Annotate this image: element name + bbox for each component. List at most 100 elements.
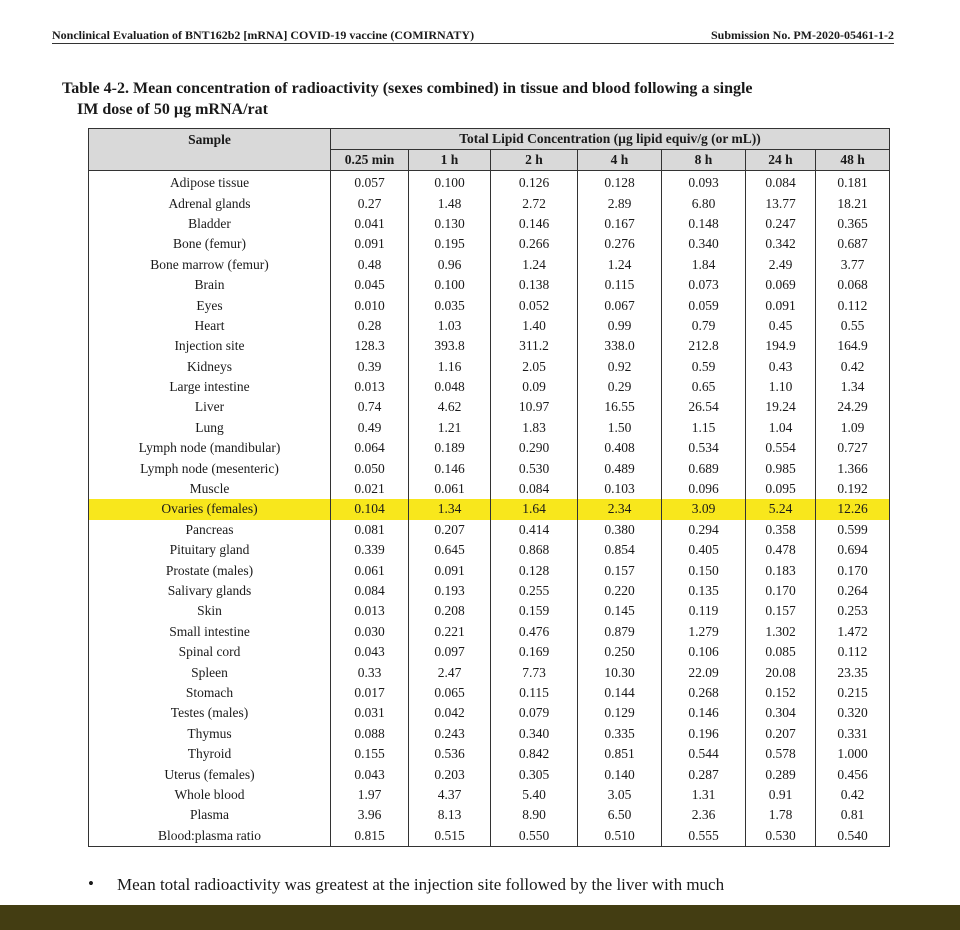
value-cell: 338.0 <box>577 336 662 357</box>
table-row: Ovaries (females) 0.104 1.34 1.64 2.34 3.09 5.… <box>88 499 891 520</box>
value-cell: 0.119 <box>661 601 746 622</box>
table-row: Muscle 0.021 0.061 0.084 0.103 0.096 0.095 0.19… <box>88 478 891 500</box>
value-cell: 1.40 <box>490 315 578 337</box>
value-cell: 0.985 <box>745 458 816 479</box>
table-row: Pituitary gland 0.339 0.645 0.868 0.854 0.405… <box>88 540 891 561</box>
value-cell: 2.72 <box>490 193 578 214</box>
value-cell: 0.193 <box>408 580 491 602</box>
value-cell: 3.09 <box>661 499 746 520</box>
table-row: Small intestine 0.030 0.221 0.476 0.879 1.279… <box>88 621 891 642</box>
value-cell: 0.358 <box>745 519 816 541</box>
value-cell: 0.250 <box>577 641 662 663</box>
table-row: Bone marrow (femur) 0.48 0.96 1.24 1.24 1.84 2… <box>88 254 891 275</box>
value-cell: 1.24 <box>490 254 578 275</box>
value-cell: 0.536 <box>408 743 491 765</box>
value-cell: 0.135 <box>661 580 746 602</box>
value-cell: 2.47 <box>408 662 491 683</box>
table-row: Skin 0.013 0.208 0.159 0.145 0.119 0.157 0.253 <box>88 601 891 622</box>
value-cell: 0.74 <box>330 397 409 418</box>
value-cell: 20.08 <box>745 662 816 683</box>
value-cell: 0.342 <box>745 234 816 255</box>
value-cell: 0.084 <box>490 478 578 500</box>
value-cell: 0.340 <box>490 723 578 744</box>
value-cell: 0.067 <box>577 295 662 316</box>
value-cell: 0.073 <box>661 274 746 296</box>
value-cell: 0.048 <box>408 376 491 398</box>
table-row: Uterus (females) 0.043 0.203 0.305 0.140 0.28… <box>88 764 891 785</box>
value-cell: 24.29 <box>814 397 891 418</box>
value-cell: 0.045 <box>330 274 409 296</box>
value-cell: 0.068 <box>814 274 891 296</box>
value-cell: 0.320 <box>814 703 891 724</box>
value-cell: 0.112 <box>814 295 891 316</box>
table-row: Large intestine 0.013 0.048 0.09 0.29 0.65 1.1… <box>88 376 891 398</box>
sample-cell: Plasma <box>88 805 331 826</box>
value-cell: 0.842 <box>490 743 578 765</box>
value-cell: 0.183 <box>745 560 816 581</box>
value-cell: 1.97 <box>330 784 409 806</box>
value-cell: 0.554 <box>745 438 816 459</box>
value-cell: 0.088 <box>330 723 409 744</box>
value-cell: 0.27 <box>330 193 409 214</box>
value-cell: 0.065 <box>408 682 491 704</box>
table-row: Bladder 0.041 0.130 0.146 0.167 0.148 0.247 0.3… <box>88 213 891 235</box>
sample-cell: Spleen <box>88 662 331 683</box>
value-cell: 0.540 <box>814 825 891 847</box>
value-cell: 0.130 <box>408 213 491 235</box>
value-cell: 0.43 <box>745 356 816 377</box>
sample-cell: Prostate (males) <box>88 560 331 581</box>
value-cell: 0.140 <box>577 764 662 785</box>
value-cell: 1.21 <box>408 417 491 439</box>
value-cell: 1.16 <box>408 356 491 377</box>
sample-cell: Adrenal glands <box>88 193 331 214</box>
value-cell: 0.55 <box>814 315 891 337</box>
value-cell: 0.405 <box>661 540 746 561</box>
table-body: Adipose tissue 0.057 0.100 0.126 0.128 0.093 0… <box>88 170 891 847</box>
header-right: Submission No. PM-2020-05461-1-2 <box>710 28 894 42</box>
table-row: Salivary glands 0.084 0.193 0.255 0.220 0.135… <box>88 580 891 602</box>
value-cell: 8.90 <box>490 805 578 826</box>
value-cell: 0.069 <box>745 274 816 296</box>
timepoint-header: 1 h <box>408 149 491 171</box>
value-cell: 164.9 <box>814 336 891 357</box>
sample-cell: Pancreas <box>88 519 331 541</box>
sample-cell: Whole blood <box>88 784 331 806</box>
value-cell: 1.279 <box>661 621 746 642</box>
value-cell: 0.042 <box>408 703 491 724</box>
value-cell: 1.302 <box>745 621 816 642</box>
value-cell: 0.057 <box>330 170 409 194</box>
value-cell: 0.339 <box>330 540 409 561</box>
value-cell: 0.100 <box>408 274 491 296</box>
value-cell: 0.035 <box>408 295 491 316</box>
value-cell: 5.24 <box>745 499 816 520</box>
value-cell: 1.34 <box>408 499 491 520</box>
value-cell: 0.043 <box>330 764 409 785</box>
table-row: Kidneys 0.39 1.16 2.05 0.92 0.59 0.43 0.42 <box>88 356 891 377</box>
timepoint-header: 4 h <box>577 149 662 171</box>
table-row: Heart 0.28 1.03 1.40 0.99 0.79 0.45 0.55 <box>88 315 891 337</box>
value-cell: 0.115 <box>490 682 578 704</box>
value-cell: 13.77 <box>745 193 816 214</box>
sample-cell: Eyes <box>88 295 331 316</box>
sample-cell: Blood:plasma ratio <box>88 825 331 847</box>
value-cell: 0.112 <box>814 641 891 663</box>
value-cell: 26.54 <box>661 397 746 418</box>
value-cell: 0.294 <box>661 519 746 541</box>
value-cell: 0.727 <box>814 438 891 459</box>
value-cell: 0.215 <box>814 682 891 704</box>
table-row: Stomach 0.017 0.065 0.115 0.144 0.268 0.152 0.2… <box>88 682 891 704</box>
table-row: Adipose tissue 0.057 0.100 0.126 0.128 0.093 0… <box>88 170 891 194</box>
value-cell: 0.476 <box>490 621 578 642</box>
value-cell: 0.694 <box>814 540 891 561</box>
value-cell: 8.13 <box>408 805 491 826</box>
value-cell: 1.000 <box>814 743 891 765</box>
value-cell: 0.146 <box>661 703 746 724</box>
value-cell: 0.268 <box>661 682 746 704</box>
sample-cell: Ovaries (females) <box>88 499 331 520</box>
value-cell: 0.096 <box>661 478 746 500</box>
sample-cell: Stomach <box>88 682 331 704</box>
value-cell: 0.157 <box>745 601 816 622</box>
value-cell: 2.05 <box>490 356 578 377</box>
value-cell: 0.095 <box>745 478 816 500</box>
